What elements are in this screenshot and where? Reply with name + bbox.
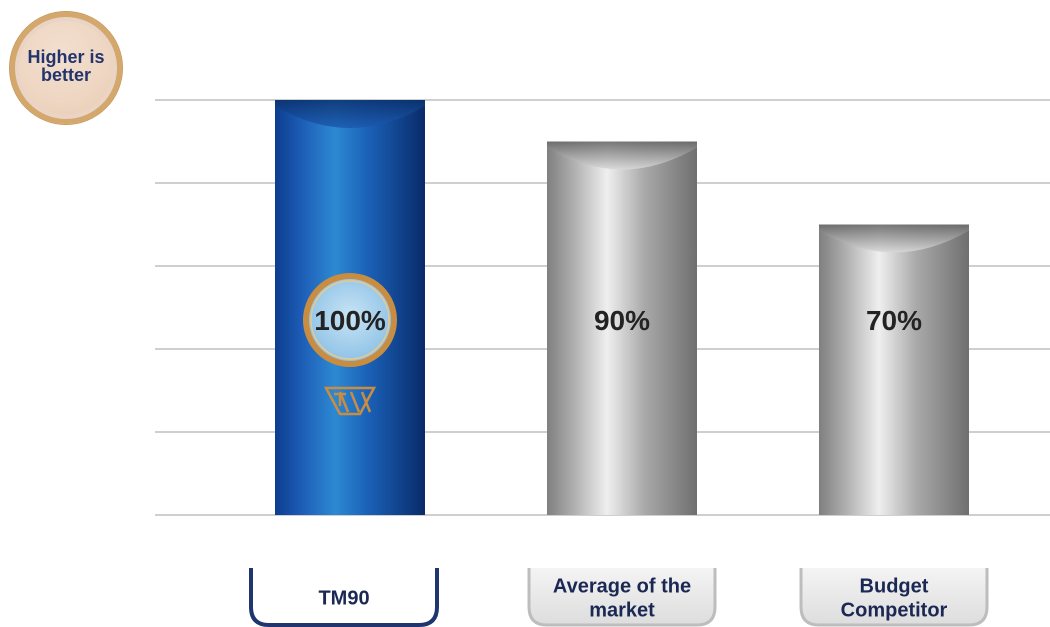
category-box-bg-1	[251, 568, 437, 625]
category-box-border-2	[527, 568, 717, 627]
bar-top-rim-3	[819, 224, 969, 253]
category-box-bg-2	[529, 568, 715, 625]
category-box-border-3	[799, 568, 989, 627]
brand-logo-icon	[323, 386, 377, 416]
category-box-border-1	[249, 568, 439, 627]
bar-group-1: 100%	[275, 100, 425, 515]
value-label-1: 100%	[314, 305, 386, 336]
bar-top-rim-2	[547, 141, 697, 170]
bar-group-2: 90%	[547, 141, 697, 515]
bar-3	[819, 224, 969, 515]
badge-text: Higher is better	[27, 47, 105, 85]
category-box-bg-3	[801, 568, 987, 625]
value-label-3: 70%	[866, 305, 922, 336]
category-label-2-line-1: Average of the	[553, 576, 691, 598]
bar-group-3: 70%	[819, 224, 969, 515]
highlight-ring	[303, 273, 397, 367]
bar-2	[547, 141, 697, 515]
higher-is-better-badge: Higher is better	[9, 11, 123, 125]
category-box-1: TM90	[249, 568, 439, 627]
category-label-3-line-1: Budget	[860, 576, 929, 598]
category-label-2-line-2: market	[589, 600, 655, 622]
value-label-2: 90%	[594, 305, 650, 336]
highlight-ring-inner	[310, 280, 390, 360]
category-label-1-line-1: TM90	[318, 588, 369, 610]
category-label-3-line-2: Competitor	[841, 600, 948, 622]
bars: 100% 90% 70%	[275, 100, 969, 515]
bar-top-rim-1	[275, 100, 425, 128]
